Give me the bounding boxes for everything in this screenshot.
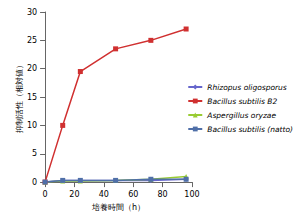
svg-text:20: 20: [27, 64, 37, 73]
svg-text:100: 100: [184, 190, 199, 199]
svg-text:Rhizopus oligosporus: Rhizopus oligosporus: [207, 83, 287, 92]
svg-text:0: 0: [43, 190, 48, 199]
svg-text:60: 60: [128, 190, 138, 199]
svg-text:10: 10: [27, 121, 37, 130]
svg-text:30: 30: [27, 8, 37, 17]
svg-text:Bacillus subtilis B2: Bacillus subtilis B2: [207, 97, 277, 106]
svg-text:培養時間（h）: 培養時間（h）: [91, 203, 145, 212]
svg-text:80: 80: [158, 190, 168, 199]
svg-text:Aspergillus oryzae: Aspergillus oryzae: [206, 111, 276, 120]
svg-text:5: 5: [32, 149, 37, 158]
svg-text:0: 0: [32, 178, 37, 187]
svg-text:20: 20: [69, 190, 79, 199]
svg-text:15: 15: [27, 93, 37, 102]
svg-text:25: 25: [27, 36, 37, 45]
svg-text:Bacillus subtilis (natto): Bacillus subtilis (natto): [207, 125, 293, 134]
svg-text:40: 40: [99, 190, 109, 199]
svg-text:抑制活性（相対値）: 抑制活性（相対値）: [15, 61, 24, 133]
